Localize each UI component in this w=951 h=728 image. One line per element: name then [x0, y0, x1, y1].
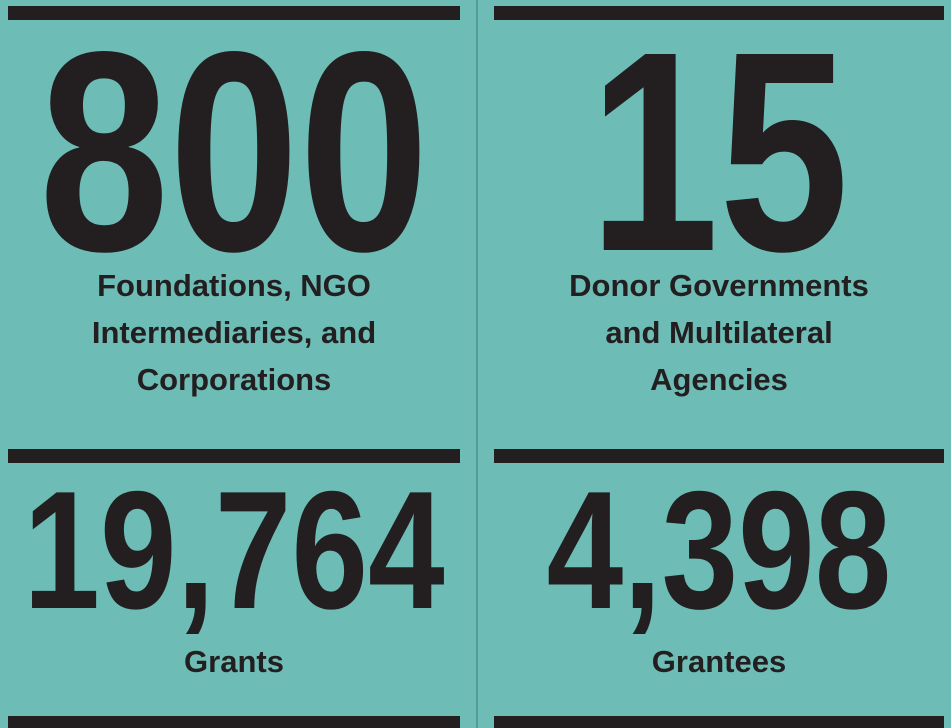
rule	[494, 6, 944, 20]
stat-label: Grants	[184, 644, 284, 679]
rule	[8, 6, 460, 20]
stat-label: Donor Governments	[569, 268, 869, 303]
stat-value: 800	[39, 0, 429, 311]
stat-value: 15	[589, 0, 849, 311]
stat-label: Corporations	[137, 362, 332, 397]
rule	[8, 716, 460, 728]
stat-label: Grantees	[652, 644, 786, 679]
stat-value: 4,398	[547, 456, 892, 644]
rule	[494, 449, 944, 463]
stat-label: and Multilateral	[605, 315, 832, 350]
stat-value: 19,764	[23, 456, 444, 644]
stat-label: Foundations, NGO	[97, 268, 371, 303]
rule	[494, 716, 944, 728]
rule	[8, 449, 460, 463]
stat-label: Intermediaries, and	[92, 315, 376, 350]
stat-label: Agencies	[650, 362, 788, 397]
